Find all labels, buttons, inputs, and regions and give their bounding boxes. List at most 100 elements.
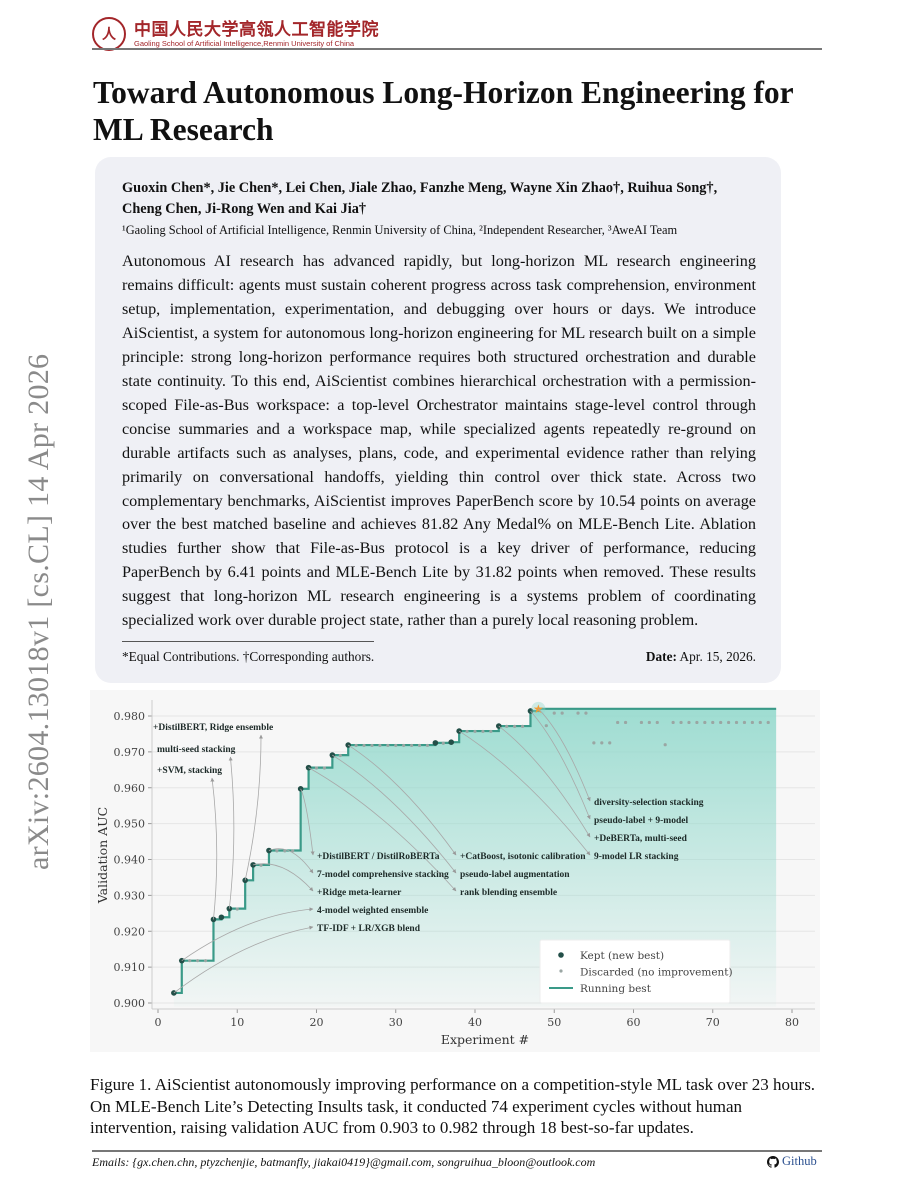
x-tick-label: 10 <box>230 1016 244 1029</box>
discarded-point <box>544 724 548 728</box>
discarded-point <box>394 743 398 748</box>
x-tick-label: 0 <box>155 1016 162 1029</box>
contact-emails: Emails: {gx.chen.chn, ptyzchenjie, batma… <box>92 1155 596 1169</box>
discarded-point <box>687 720 691 725</box>
y-tick-label: 0.910 <box>114 961 146 974</box>
github-icon <box>767 1155 779 1168</box>
discarded-point <box>275 849 279 853</box>
logo-english-name: Gaoling School of Artificial Intelligenc… <box>134 38 355 48</box>
x-tick-label: 60 <box>627 1016 641 1029</box>
annotation-label: +CatBoost, isotonic calibration <box>460 852 586 862</box>
discarded-point <box>425 743 430 748</box>
annotation-arrow <box>458 730 591 856</box>
discarded-point <box>259 863 263 867</box>
x-tick-label: 30 <box>389 1016 403 1029</box>
annotation-label: pseudo-label augmentation <box>460 870 570 880</box>
chart-legend: Kept (new best) Discarded (no improvement… <box>539 939 733 1004</box>
annotation-label: multi-seed stacking <box>157 745 236 755</box>
kept-point <box>297 786 304 792</box>
affiliations: ¹Gaoling School of Artificial Intelligen… <box>122 223 678 237</box>
annotation-label: +SVM, stacking <box>157 766 222 776</box>
annotation-arrow <box>530 710 591 820</box>
annotation-arrow <box>498 725 591 838</box>
discarded-point <box>655 720 659 725</box>
annotation-arrow <box>173 925 314 994</box>
discarded-point <box>671 720 675 725</box>
annotation-arrow <box>332 754 457 874</box>
discarded-point <box>560 711 564 715</box>
annotation-label: 4-model weighted ensemble <box>317 906 428 916</box>
annotation-label: diversity-selection stacking <box>594 798 704 808</box>
discarded-point <box>703 720 707 725</box>
y-tick-label: 0.950 <box>114 818 146 831</box>
discarded-point <box>473 729 477 734</box>
discarded-point <box>354 743 358 748</box>
institution-logo: 人 中国人民大学高瓴人工智能学院 Gaoling School of Artif… <box>92 14 452 54</box>
annotation-label: +DistilBERT / DistilRoBERTa <box>317 852 440 862</box>
annotation-label: +Ridge meta-learner <box>317 888 402 898</box>
figure-1: 0.900 0.910 0.920 0.930 0.940 0.950 0.960 0.970… <box>90 690 820 1052</box>
y-tick-label: 0.960 <box>114 782 146 795</box>
y-tick-label: 0.940 <box>114 854 146 867</box>
discarded-point <box>742 720 747 725</box>
y-axis-label: Validation AUC <box>95 807 110 904</box>
discarded-point <box>314 766 319 770</box>
annotation-arrow <box>253 863 314 892</box>
annotation-label: rank blending ensemble <box>460 888 557 898</box>
discarded-point <box>592 741 596 745</box>
legend-entry: Running best <box>580 983 652 995</box>
discarded-point <box>750 720 754 725</box>
discarded-point <box>188 959 192 963</box>
legend-entry: Discarded (no improvement) <box>580 967 733 979</box>
kept-point <box>218 914 225 921</box>
x-tick-label: 70 <box>706 1016 720 1029</box>
y-tick-label: 0.900 <box>114 997 146 1010</box>
discarded-point <box>734 720 739 725</box>
author-list: Guoxin Chen*, Jie Chen*, Lei Chen, Jiale… <box>122 180 718 217</box>
annotation-arrow <box>181 907 314 961</box>
discarded-point <box>623 720 628 725</box>
discarded-point <box>663 743 667 747</box>
date-label: Date: <box>645 649 677 665</box>
x-tick-label: 80 <box>785 1016 799 1029</box>
annotation-arrow <box>300 788 315 856</box>
discarded-point <box>378 743 382 748</box>
discarded-point <box>639 720 644 725</box>
discarded-point <box>410 743 414 748</box>
discarded-point <box>600 741 604 745</box>
discarded-point <box>283 849 287 853</box>
footnote-divider <box>122 641 374 643</box>
discarded-point <box>719 720 723 725</box>
arxiv-identifier: arXiv:2604.13018v1 [cs.CL] 14 Apr 2026 <box>22 353 55 870</box>
annotation-label: +DistilBERT, Ridge ensemble <box>153 723 273 733</box>
discarded-point <box>552 711 556 715</box>
annotation-arrow <box>210 777 218 920</box>
discarded-point <box>616 720 620 725</box>
discarded-point <box>386 743 390 748</box>
date-value: Apr. 15, 2026. <box>679 649 756 665</box>
annotation-arrow <box>308 767 457 892</box>
auc-progress-chart: 0.900 0.910 0.920 0.930 0.940 0.950 0.960 0.970… <box>95 700 815 1047</box>
footnote-row: *Equal Contributions. †Corresponding aut… <box>122 649 756 665</box>
discarded-point <box>758 720 762 725</box>
discarded-point <box>727 720 731 725</box>
x-tick-label: 40 <box>468 1016 482 1029</box>
annotation-arrow <box>538 708 591 802</box>
kept-point <box>210 916 217 923</box>
discarded-point <box>481 729 485 734</box>
discarded-point <box>520 724 525 729</box>
y-tick-label: 0.980 <box>114 710 146 723</box>
discarded-point <box>766 720 770 725</box>
discarded-point <box>505 724 509 729</box>
discarded-point <box>576 711 580 715</box>
github-link[interactable]: Github <box>767 1154 817 1169</box>
annotation-arrow <box>268 848 314 874</box>
github-label[interactable]: Github <box>782 1154 817 1168</box>
kept-point <box>178 957 185 964</box>
abstract-text: Autonomous AI research has advanced rapi… <box>122 252 756 630</box>
discarded-point <box>370 743 374 748</box>
kept-point <box>432 740 439 746</box>
legend-discarded-marker <box>559 969 563 973</box>
legend-kept-marker <box>558 952 564 958</box>
header-divider <box>92 48 822 50</box>
